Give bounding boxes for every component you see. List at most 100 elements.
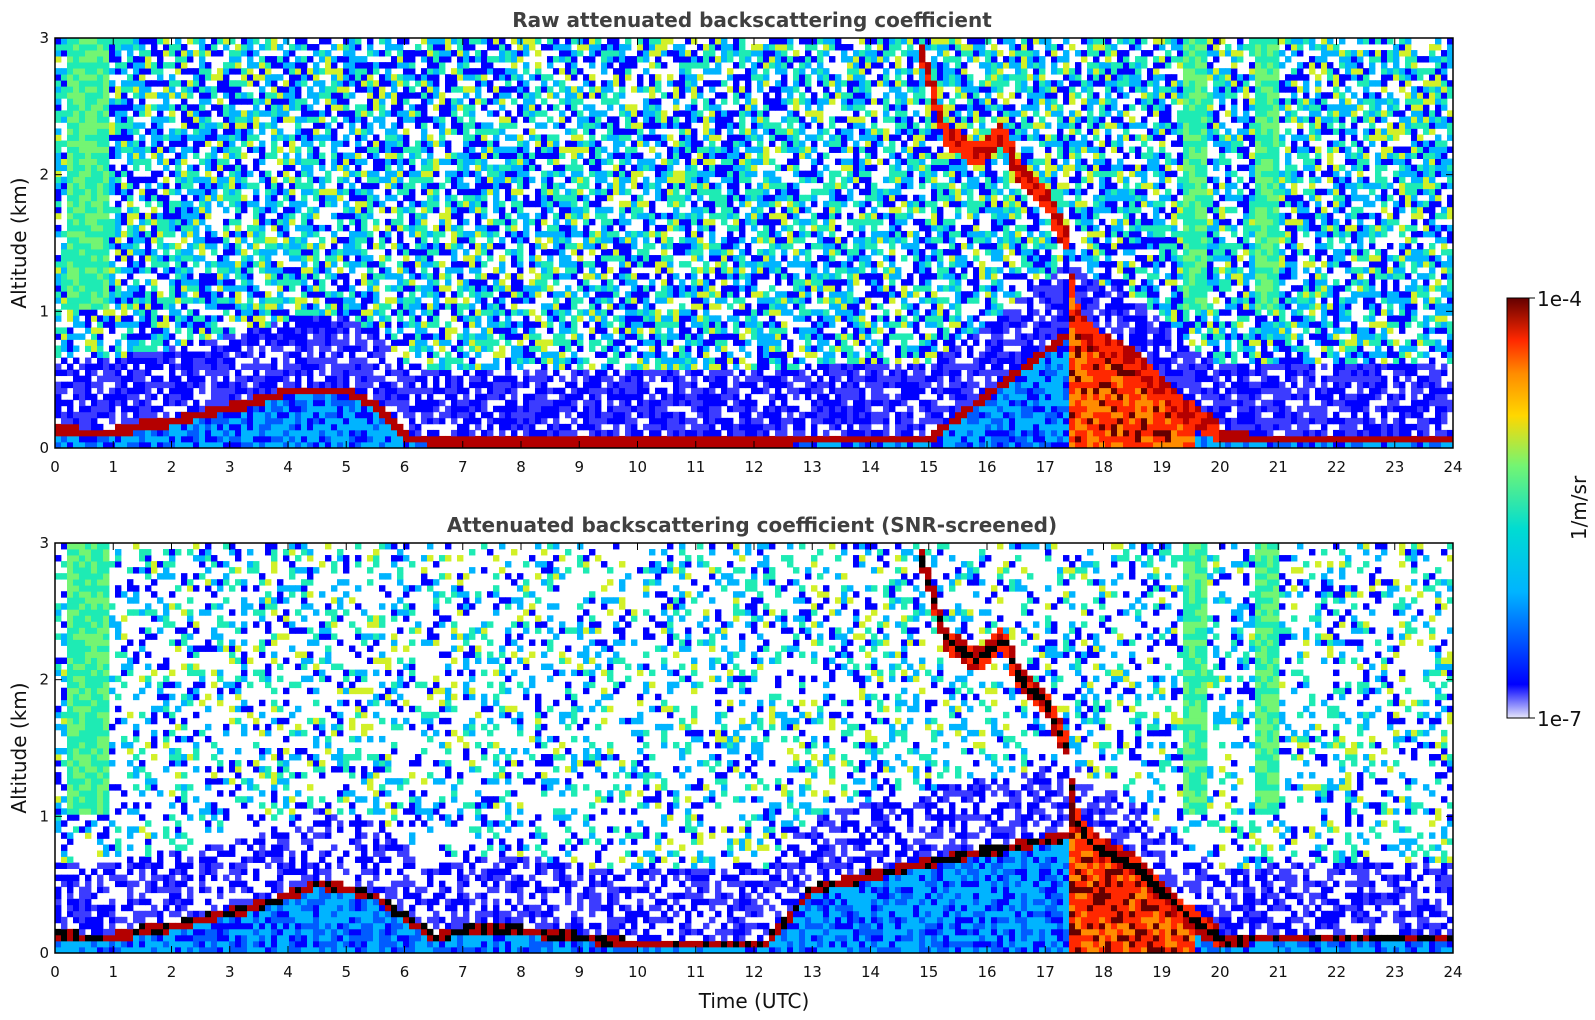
x-tick-14: 14 [861, 543, 880, 981]
x-tick-label: 8 [516, 458, 526, 476]
panel-raw-plot-area [55, 38, 1454, 449]
x-tick-0: 0 [50, 543, 60, 981]
x-tick-label: 24 [1443, 963, 1462, 981]
x-tick-18: 18 [1094, 38, 1113, 476]
x-tick-label: 8 [516, 963, 526, 981]
x-tick-20: 20 [1210, 543, 1230, 981]
colorbar: 1e-4 1e-7 1/m/sr [1506, 287, 1591, 731]
x-tick-17: 17 [1036, 38, 1055, 476]
x-tick-label: 6 [400, 963, 410, 981]
y-tick-0: 0 [39, 439, 1453, 457]
x-tick-label: 22 [1327, 963, 1346, 981]
x-tick-label: 17 [1036, 963, 1055, 981]
colorbar-min-label: 1e-7 [1537, 707, 1582, 731]
panel-screened-title: Attenuated backscattering coefficient (S… [447, 513, 1057, 537]
x-tick-label: 20 [1210, 963, 1229, 981]
x-tick-5: 5 [341, 38, 351, 476]
x-tick-0: 0 [50, 38, 60, 476]
x-tick-20: 20 [1210, 38, 1230, 476]
x-tick-19: 19 [1152, 38, 1171, 476]
x-tick-11: 11 [686, 38, 705, 476]
y-tick-label: 3 [39, 29, 49, 47]
x-tick-9: 9 [574, 38, 584, 476]
y-tick-label: 2 [39, 671, 49, 689]
x-tick-label: 20 [1210, 458, 1229, 476]
colorbar-max-label: 1e-4 [1537, 287, 1582, 311]
x-tick-label: 2 [167, 963, 177, 981]
x-tick-4: 4 [283, 543, 293, 981]
panel-screened-x-axis: 0 1 2 3 4 5 6 7 8 9 10 11 12 13 14 15 16 17 18 19 20 21 22 23 24 [50, 543, 1463, 981]
panel-screened: Attenuated backscattering coefficient (S… [7, 513, 1463, 1013]
x-tick-8: 8 [516, 38, 526, 476]
y-tick-label: 3 [39, 534, 49, 552]
x-tick-15: 15 [919, 543, 938, 981]
x-tick-label: 4 [283, 963, 293, 981]
y-tick-1: 1 [39, 807, 1453, 825]
y-tick-3: 3 [39, 29, 1453, 47]
x-tick-label: 14 [861, 963, 880, 981]
x-tick-7: 7 [458, 38, 468, 476]
x-tick-label: 21 [1269, 963, 1288, 981]
x-tick-15: 15 [919, 38, 938, 476]
x-tick-7: 7 [458, 543, 468, 981]
x-tick-6: 6 [400, 38, 410, 476]
y-tick-3: 3 [39, 534, 1453, 552]
x-tick-23: 23 [1385, 543, 1404, 981]
colorbar-unit-label: 1/m/sr [1567, 475, 1591, 540]
x-tick-label: 3 [225, 458, 235, 476]
panel-screened-x-axis-label: Time (UTC) [698, 989, 810, 1013]
x-tick-label: 11 [686, 458, 705, 476]
x-tick-label: 14 [861, 458, 880, 476]
x-tick-label: 2 [167, 458, 177, 476]
x-tick-label: 12 [744, 458, 763, 476]
x-tick-2: 2 [167, 38, 177, 476]
x-tick-17: 17 [1036, 543, 1055, 981]
x-tick-13: 13 [803, 543, 822, 981]
x-tick-22: 22 [1327, 543, 1346, 981]
panel-raw-y-axis-label: Altitude (km) [7, 177, 31, 308]
x-tick-12: 12 [744, 543, 764, 981]
x-tick-22: 22 [1327, 38, 1346, 476]
x-tick-label: 9 [574, 458, 584, 476]
x-tick-18: 18 [1094, 543, 1113, 981]
x-tick-11: 11 [686, 543, 705, 981]
x-tick-8: 8 [516, 543, 526, 981]
panel-screened-y-axis: 0 1 2 3 [39, 534, 1453, 962]
x-tick-label: 13 [803, 963, 822, 981]
x-tick-1: 1 [108, 543, 118, 981]
x-tick-10: 10 [628, 543, 647, 981]
x-tick-label: 10 [628, 963, 647, 981]
y-tick-0: 0 [39, 944, 1453, 962]
y-tick-label: 1 [39, 302, 49, 320]
x-tick-label: 17 [1036, 458, 1055, 476]
panel-raw-title: Raw attenuated backscattering coefficien… [512, 8, 992, 32]
x-tick-24: 24 [1443, 543, 1463, 981]
x-tick-label: 3 [225, 963, 235, 981]
x-tick-label: 18 [1094, 458, 1113, 476]
x-tick-label: 22 [1327, 458, 1346, 476]
x-tick-label: 11 [686, 963, 705, 981]
x-tick-label: 1 [108, 458, 118, 476]
x-tick-label: 0 [50, 963, 60, 981]
x-tick-5: 5 [341, 543, 351, 981]
x-tick-1: 1 [108, 38, 118, 476]
x-tick-label: 6 [400, 458, 410, 476]
x-tick-label: 1 [108, 963, 118, 981]
x-tick-label: 0 [50, 458, 60, 476]
x-tick-21: 21 [1269, 38, 1288, 476]
x-tick-label: 15 [919, 458, 938, 476]
panel-screened-y-axis-label: Altitude (km) [7, 682, 31, 813]
x-tick-4: 4 [283, 38, 293, 476]
x-tick-12: 12 [744, 38, 764, 476]
x-tick-label: 10 [628, 458, 647, 476]
x-tick-label: 23 [1385, 963, 1404, 981]
x-tick-14: 14 [861, 38, 880, 476]
x-tick-label: 23 [1385, 458, 1404, 476]
x-tick-6: 6 [400, 543, 410, 981]
x-tick-16: 16 [977, 38, 997, 476]
x-tick-label: 18 [1094, 963, 1113, 981]
panel-screened-plot-area [55, 543, 1454, 954]
x-tick-label: 16 [977, 963, 996, 981]
x-tick-3: 3 [225, 543, 235, 981]
